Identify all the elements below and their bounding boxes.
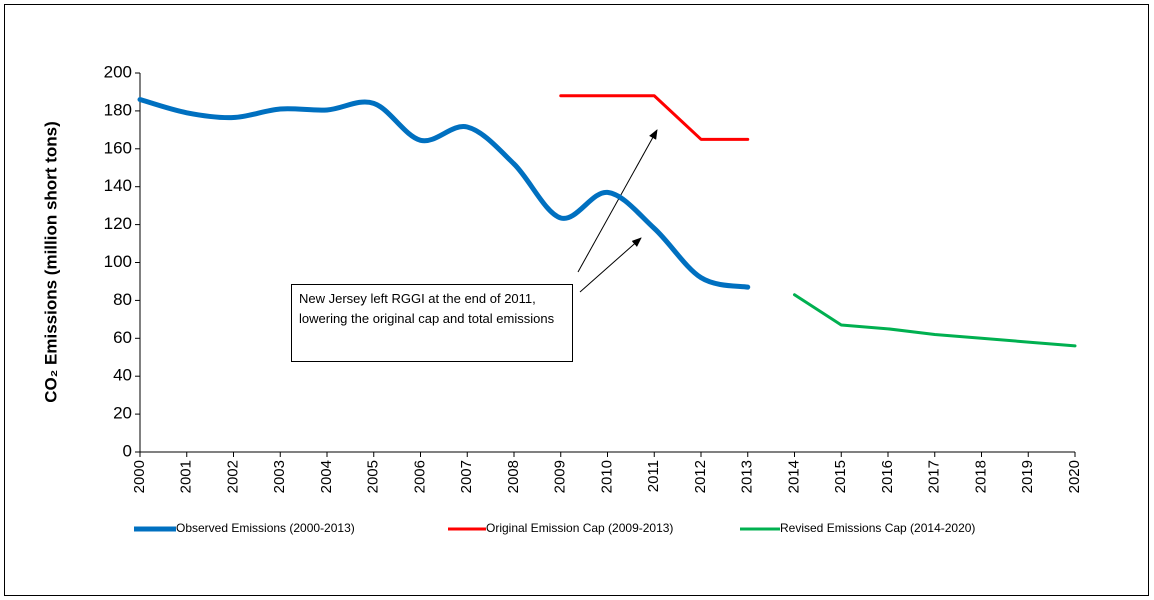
arrow <box>579 237 642 293</box>
y-tick-label: 120 <box>104 214 132 233</box>
legend-label: Original Emission Cap (2009-2013) <box>486 521 673 535</box>
y-tick-label: 40 <box>113 366 132 385</box>
series-line <box>137 97 751 290</box>
x-tick-label: 2015 <box>832 460 849 493</box>
x-tick-label: 2014 <box>785 460 802 493</box>
x-tick-label: 2018 <box>972 460 989 493</box>
x-tick-label: 2011 <box>645 460 662 492</box>
x-tick-label: 2000 <box>131 460 148 493</box>
y-tick-label: 200 <box>104 62 132 81</box>
y-tick-label: 0 <box>123 441 132 460</box>
y-axis-title: CO₂ Emissions (million short tons) <box>41 121 60 402</box>
y-tick-label: 80 <box>113 290 132 309</box>
x-tick-label: 2002 <box>224 460 241 493</box>
x-tick-label: 2020 <box>1066 460 1083 493</box>
x-tick-label: 2006 <box>411 460 428 493</box>
x-tick-label: 2004 <box>318 460 335 493</box>
arrow <box>577 129 658 273</box>
x-tick-label: 2001 <box>178 460 195 493</box>
x-tick-label: 2003 <box>271 460 288 493</box>
y-tick-label: 100 <box>104 252 132 271</box>
x-tick-label: 2008 <box>505 460 522 493</box>
x-tick-label: 2013 <box>739 460 756 493</box>
x-tick-label: 2012 <box>692 460 709 493</box>
y-tick-label: 60 <box>113 328 132 347</box>
y-tick-label: 140 <box>104 176 132 195</box>
x-tick-label: 2009 <box>552 460 569 493</box>
x-tick-label: 2016 <box>879 460 896 493</box>
chart-border <box>4 4 1149 596</box>
annotation: New Jersey left RGGI at the end of 2011,… <box>291 284 573 362</box>
legend-label: Observed Emissions (2000-2013) <box>176 521 355 535</box>
x-tick-label: 2007 <box>458 460 475 493</box>
x-tick-label: 2017 <box>926 460 943 493</box>
x-tick-label: 2005 <box>365 460 382 493</box>
y-tick-label: 180 <box>104 100 132 119</box>
y-tick-label: 160 <box>104 138 132 157</box>
x-tick-label: 2010 <box>598 460 615 493</box>
y-tick-label: 20 <box>113 404 132 423</box>
legend-label: Revised Emissions Cap (2014-2020) <box>780 521 975 535</box>
series-line <box>793 293 1077 348</box>
x-tick-label: 2019 <box>1019 460 1036 493</box>
series-line <box>559 94 750 141</box>
